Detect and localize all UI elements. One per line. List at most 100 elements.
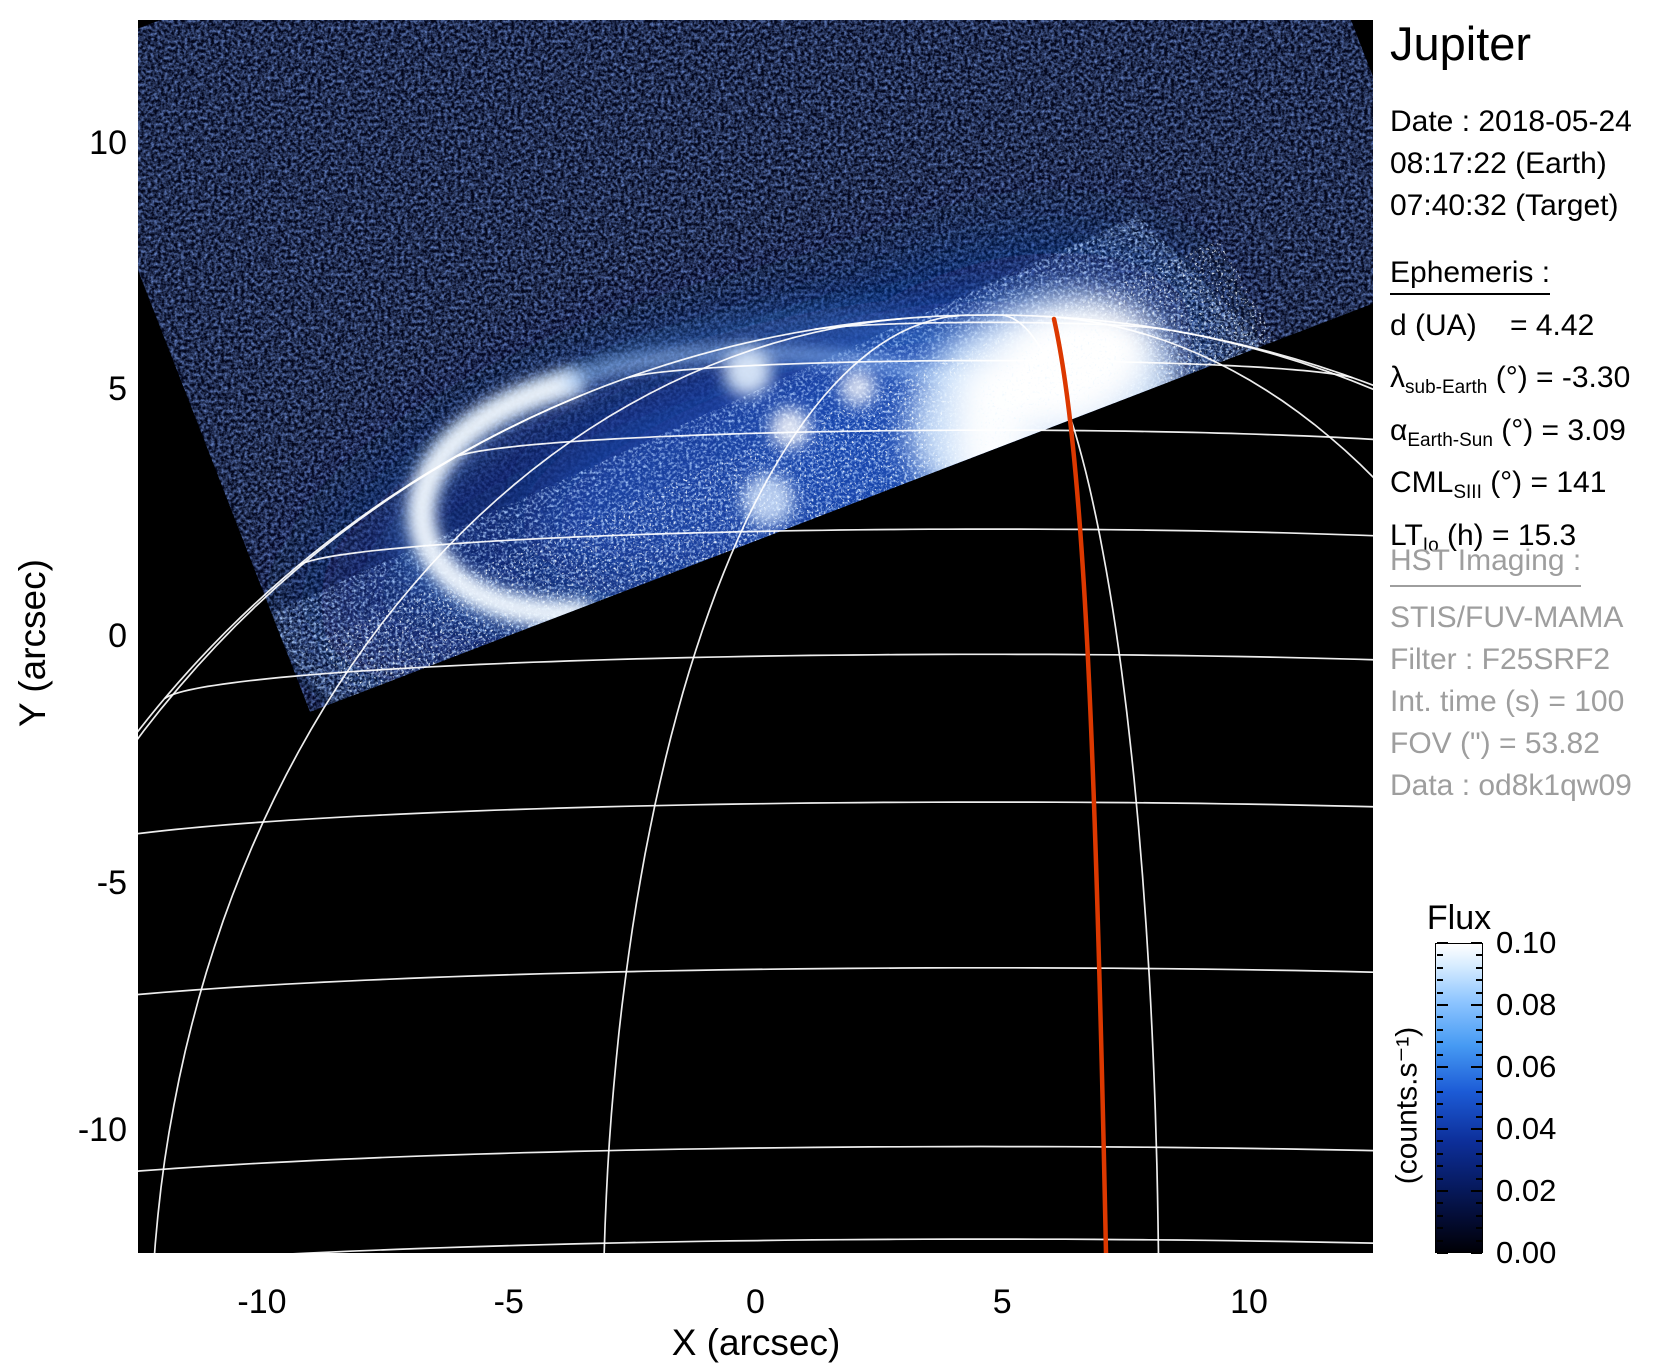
colorbar-title: Flux — [1426, 899, 1492, 937]
latitude-line — [138, 966, 1373, 996]
colorbar-tick-mark — [1475, 954, 1482, 957]
latitude-line — [292, 1238, 1373, 1253]
colorbar-tick-mark — [1470, 1252, 1482, 1254]
hst-dataset: Data : od8k1qw09 — [1390, 769, 1632, 802]
background-speckle — [138, 20, 1373, 712]
x-axis-label: X (arcsec) — [671, 1322, 841, 1363]
colorbar-tick-mark — [1475, 1115, 1482, 1118]
colorbar-tick-mark — [1436, 1128, 1448, 1130]
colorbar-tick-mark — [1475, 1214, 1482, 1217]
time-target-line: 07:40:32 (Target) — [1390, 189, 1619, 222]
colorbar-tick-mark — [1475, 1152, 1482, 1155]
colorbar-tick-label: 0.00 — [1496, 1235, 1557, 1270]
y-tick-label: 10 — [89, 123, 127, 162]
colorbar-tick-label: 0.08 — [1496, 987, 1557, 1022]
hst-int-time: Int. time (s) = 100 — [1390, 685, 1625, 718]
colorbar-tick-mark — [1436, 1028, 1443, 1031]
colorbar-tick-mark — [1436, 1053, 1443, 1056]
ephemeris-row-io-lt: LTIo (h) = 15.3 — [1390, 518, 1577, 556]
colorbar-tick-mark — [1436, 1140, 1443, 1143]
io-meridian-line — [1051, 316, 1109, 1253]
hst-instrument: STIS/FUV-MAMA — [1390, 601, 1624, 634]
colorbar-tick-mark — [1475, 1177, 1482, 1180]
latitude-line — [625, 359, 1353, 379]
latitude-line — [138, 801, 1373, 835]
ephemeris-row-cml: CMLSIII (°) = 141 — [1390, 466, 1607, 504]
colorbar-tick-mark — [1475, 1165, 1482, 1168]
colorbar-tick-mark — [1475, 1053, 1482, 1056]
colorbar-tick-mark — [1475, 1028, 1482, 1031]
y-tick-label: -10 — [77, 1110, 127, 1149]
colorbar-tick-mark — [1436, 991, 1443, 994]
colorbar-tick-mark — [1475, 1239, 1482, 1242]
colorbar-tick-mark — [1475, 1202, 1482, 1205]
colorbar-tick-mark — [1436, 1066, 1448, 1068]
ephemeris-block: Ephemeris : d (UA) = 4.42 λsub-Earth (°)… — [1390, 256, 1630, 567]
colorbar-tick-mark — [1436, 1152, 1443, 1155]
y-tick-label: 5 — [108, 370, 127, 409]
colorbar-tick-mark — [1436, 1090, 1443, 1093]
colorbar-tick-mark — [1436, 1252, 1448, 1254]
colorbar-tick-mark — [1436, 979, 1443, 982]
colorbar-tick-mark — [1436, 1115, 1443, 1118]
meridian-line — [138, 394, 583, 741]
colorbar-tick-mark — [1436, 1078, 1443, 1081]
colorbar-tick-mark — [1436, 1214, 1443, 1217]
aurora-emission — [138, 20, 1373, 712]
colorbar-unit: (counts.s⁻¹) — [1390, 1026, 1424, 1185]
colorbar-tick-mark — [1475, 1078, 1482, 1081]
colorbar-tick-mark — [1475, 1041, 1482, 1044]
latitude-line — [814, 321, 1165, 331]
colorbar-tick-mark — [1470, 1004, 1482, 1006]
colorbar-tick-mark — [1436, 1239, 1443, 1242]
figure-title: Jupiter — [1390, 17, 1532, 70]
date-line: Date : 2018-05-24 — [1390, 105, 1632, 138]
ephemeris-row-distance: d (UA) = 4.42 — [1390, 309, 1595, 342]
hst-fov: FOV (") = 53.82 — [1390, 727, 1600, 760]
sky-image — [138, 20, 1373, 1253]
plot-area — [138, 20, 1373, 1253]
colorbar-tick-mark — [1436, 966, 1443, 969]
colorbar-tick-mark — [1475, 1227, 1482, 1230]
meridian-line — [1173, 329, 1373, 391]
date-block: Date : 2018-05-24 08:17:22 (Earth) 07:40… — [1390, 101, 1632, 227]
time-earth-line: 08:17:22 (Earth) — [1390, 147, 1607, 180]
ephemeris-heading: Ephemeris : — [1390, 256, 1551, 295]
meridian-line — [153, 317, 903, 1253]
colorbar-tick-mark — [1475, 966, 1482, 969]
colorbar-tick-mark — [1475, 1016, 1482, 1019]
ephemeris-row-phase-angle: αEarth-Sun (°) = 3.09 — [1390, 413, 1626, 451]
hst-filter: Filter : F25SRF2 — [1390, 643, 1611, 676]
colorbar-tick-label: 0.02 — [1496, 1173, 1557, 1208]
colorbar-tick-label: 0.04 — [1496, 1111, 1557, 1146]
x-tick-label: 5 — [992, 1283, 1012, 1321]
colorbar-tick-mark — [1436, 1103, 1443, 1106]
colorbar-tick-mark — [1436, 1227, 1443, 1230]
colorbar-tick-mark — [1475, 991, 1482, 994]
x-tick-label: 0 — [746, 1283, 765, 1321]
hst-imaging-block: HST Imaging : STIS/FUV-MAMA Filter : F25… — [1390, 540, 1632, 807]
colorbar-tick-mark — [1475, 1103, 1482, 1106]
colorbar-tick-mark — [1475, 1140, 1482, 1143]
meridian-line — [603, 314, 960, 1253]
meridian-line — [1043, 315, 1373, 479]
y-tick-label: 0 — [108, 617, 127, 655]
x-tick-label: -5 — [493, 1283, 524, 1321]
colorbar-tick-mark — [1436, 1165, 1443, 1168]
colorbar-tick-mark — [1436, 1004, 1448, 1006]
hst-heading: HST Imaging : — [1390, 540, 1582, 587]
colorbar-tick-mark — [1436, 1190, 1448, 1192]
x-tick-label: -10 — [237, 1283, 287, 1321]
colorbar-tick-mark — [1470, 1128, 1482, 1130]
x-tick-label: 10 — [1230, 1283, 1268, 1321]
colorbar-tick-mark — [1436, 1202, 1443, 1205]
latitude-line — [298, 528, 1373, 566]
colorbar-tick-label: 0.06 — [1496, 1049, 1557, 1084]
colorbar-tick-mark — [1470, 942, 1482, 944]
colorbar-tick-mark — [1475, 979, 1482, 982]
colorbar-tick-mark — [1436, 1041, 1443, 1044]
colorbar-tick-mark — [1475, 1090, 1482, 1093]
colorbar-tick-mark — [1470, 1190, 1482, 1192]
colorbar — [1435, 943, 1483, 1253]
